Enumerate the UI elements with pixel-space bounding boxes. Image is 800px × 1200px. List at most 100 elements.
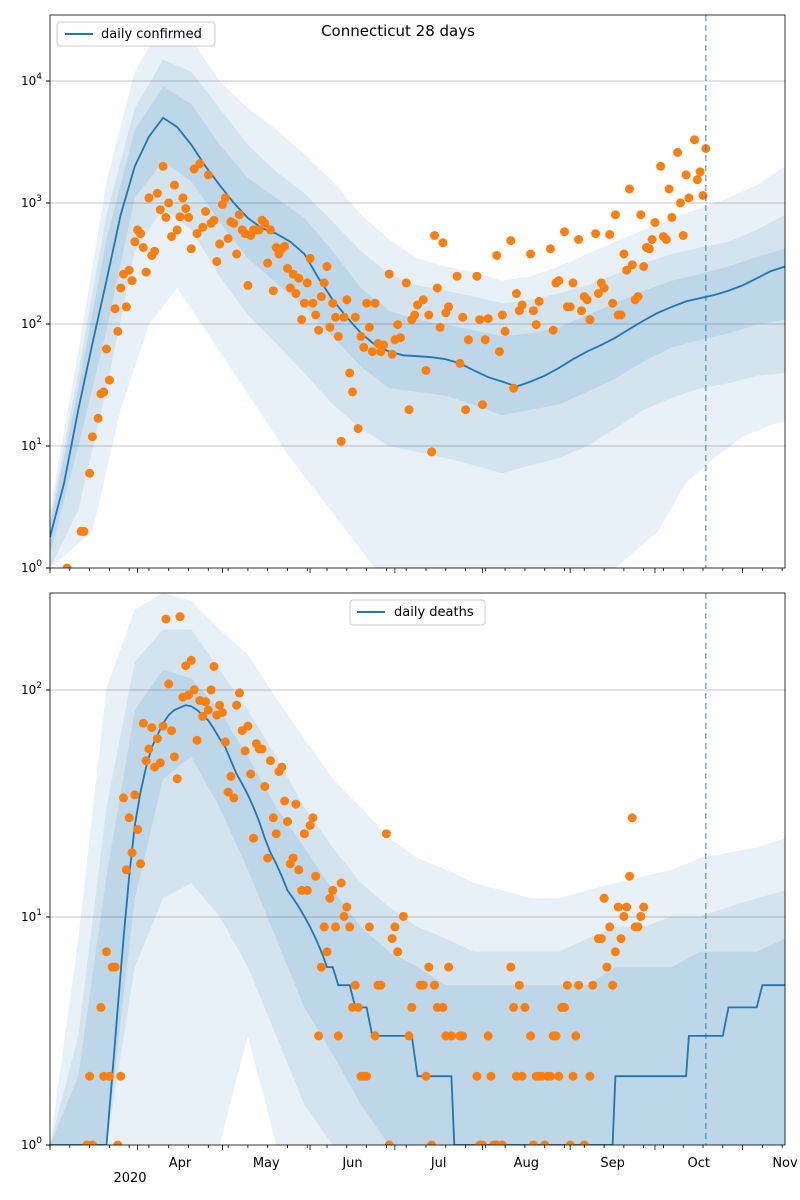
confirmed-observation-point [472,271,482,281]
confirmed-observation-point [325,322,335,332]
confirmed-observation-point [517,300,527,310]
deaths-observation-point [331,922,340,932]
deaths-observation-point [427,1140,437,1145]
x-year-label: 2020 [113,1171,146,1186]
confirmed-observation-point [127,276,137,286]
confirmed-observation-point [186,244,196,254]
deaths-observation-point [370,1031,380,1041]
deaths-observation-point [223,787,233,797]
confirmed-observation-point [401,278,411,288]
confirmed-observation-point [625,184,634,194]
x-month-label: May [253,1156,280,1171]
deaths-ytick-1e2: 102 [21,681,50,697]
deaths-observation-point [316,962,326,972]
confirmed-observation-point [656,161,666,171]
confirmed-observation-point [215,239,225,249]
confirmed-observation-point [116,283,126,293]
confirmed-observation-point [384,269,394,279]
deaths-observation-point [381,829,391,839]
deaths-observation-point [294,865,304,875]
deaths-observation-point [336,878,346,888]
confirmed-observation-point [444,302,454,312]
confirmed-band-outer [50,23,785,568]
confirmed-observation-point [297,315,307,325]
deaths-observation-point [602,962,612,972]
confirmed-observation-point [599,283,609,293]
deaths-band-inner [50,669,785,1145]
confirmed-observation-point [348,387,357,397]
deaths-panel: 100 101 102 Apr May Jun Jul Aug Sep Oct Nov 202… [21,592,798,1186]
deaths-observation-point [407,1002,417,1012]
confirmed-observation-point [294,273,304,283]
confirmed-observation-point [141,267,151,277]
confirmed-observation-point [209,215,219,225]
deaths-observation-point [234,688,244,698]
svg-text:104: 104 [21,72,42,88]
deaths-observation-point [599,893,609,903]
confirmed-observation-point [684,193,694,203]
deaths-observation-point [232,700,242,710]
svg-text:100: 100 [21,1136,42,1152]
confirmed-observation-point [189,164,199,174]
confirmed-observation-point [591,229,601,239]
confirmed-observation-point [644,244,654,254]
deaths-observation-point [299,829,309,839]
confirmed-observation-point [229,218,239,228]
confirmed-observation-point [110,304,120,314]
deaths-observation-point [562,980,572,990]
confirmed-observation-point [387,349,397,359]
deaths-observation-point [390,922,400,932]
confirmed-observation-point [178,193,188,203]
confirmed-observation-point [99,387,109,397]
deaths-observation-point [424,962,434,972]
confirmed-legend-label: daily confirmed [101,27,202,42]
deaths-observation-point [444,962,454,972]
deaths-observation-point [478,1140,487,1145]
confirmed-observation-point [136,229,145,239]
confirmed-observation-point [356,331,366,341]
svg-text:103: 103 [21,194,42,210]
confirmed-observation-point [636,210,646,220]
confirmed-observation-point [577,306,586,316]
deaths-observation-point [277,762,287,772]
ytick-1e4: 104 [21,72,50,88]
confirmed-observation-point [639,262,649,271]
confirmed-observation-point [531,320,541,330]
confirmed-observation-point [314,325,324,335]
confirmed-observation-point [463,335,473,345]
deaths-observation-point [633,922,643,932]
confirmed-observation-point [184,212,193,222]
confirmed-observation-point [104,375,114,385]
deaths-observation-point [588,980,598,990]
confirmed-observation-point [452,271,462,281]
deaths-median-line [50,704,785,1145]
deaths-observation-point [625,871,634,881]
confirmed-observation-point [483,314,493,324]
confirmed-observation-point [695,167,705,177]
confirmed-observation-point [328,298,338,308]
confirmed-observation-point [661,235,671,244]
confirmed-observation-point [203,170,213,180]
confirmed-observation-point [526,249,536,259]
confirmed-observation-point [302,278,312,288]
confirmed-observation-point [461,405,471,415]
confirmed-observation-point [181,204,191,213]
confirmed-observation-point [232,249,242,259]
confirmed-y-axis: 100 101 102 103 104 [21,72,50,575]
confirmed-observation-point [152,188,162,198]
confirmed-observation-point [113,326,123,336]
x-month-label: Apr [169,1156,192,1171]
confirmed-x-ticks [49,568,783,573]
deaths-observation-point [619,911,629,921]
deaths-observation-point [376,980,386,990]
confirmed-observation-point [616,310,626,320]
deaths-observation-point [215,700,225,710]
deaths-observation-point [85,1071,95,1081]
confirmed-observation-point [495,347,504,357]
deaths-observation-point [571,1031,581,1041]
confirmed-observation-point [413,300,422,310]
deaths-observation-point [102,947,111,957]
deaths-observation-point [144,744,154,754]
confirmed-observation-point [424,310,434,320]
confirmed-observation-point [268,286,278,296]
